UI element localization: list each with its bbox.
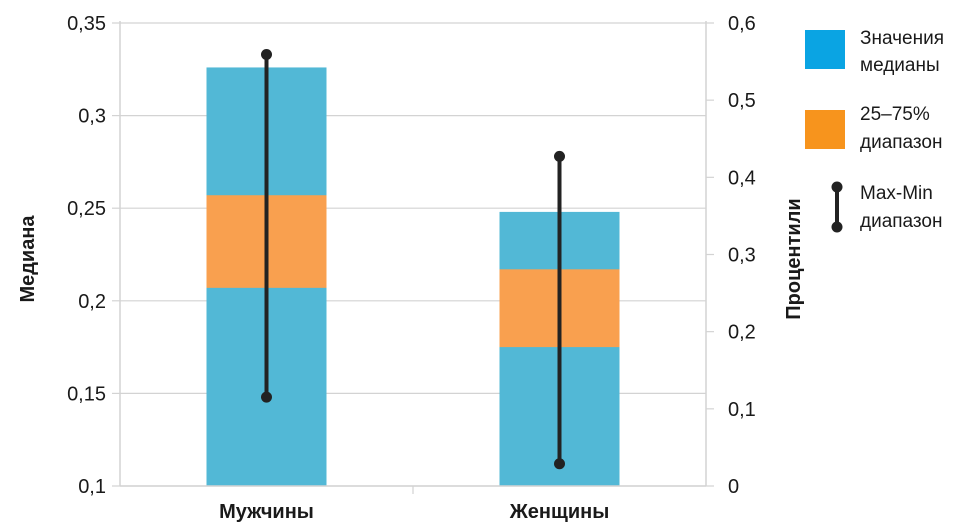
legend-iqr-line1: 25–75% (860, 104, 930, 125)
legend-range-line2: диапазон (860, 211, 942, 232)
legend: Значения медианы 25–75% диапазон Max-Min… (805, 28, 944, 233)
range-min-point (261, 391, 272, 403)
y-tick-label: 0,2 (78, 291, 106, 313)
legend-median-line1: Значения (860, 28, 944, 49)
y2-tick-label: 0,3 (728, 245, 756, 267)
y2-tick-label: 0,6 (728, 13, 756, 35)
legend-iqr-swatch (805, 110, 845, 149)
category-labels: Мужчины Женщины (219, 501, 609, 523)
y2-tick-label: 0,2 (728, 322, 756, 344)
range-max-point (261, 48, 272, 60)
y-tick-label: 0,1 (78, 476, 106, 498)
legend-median-swatch (805, 30, 845, 69)
range-min-point (554, 458, 565, 470)
legend-median-line2: медианы (860, 55, 940, 76)
y-tick-label: 0,35 (67, 13, 106, 35)
legend-iqr-line2: диапазон (860, 132, 942, 153)
category-label: Мужчины (219, 501, 314, 523)
left-tick-labels: 0,1 0,15 0,2 0,25 0,3 0,35 (67, 13, 106, 498)
y2-tick-label: 0 (728, 476, 739, 498)
axes-group (112, 21, 714, 494)
range-max-point (554, 150, 565, 162)
legend-range-line1: Max-Min (860, 183, 933, 204)
y2-axis-title: Процентили (783, 198, 805, 319)
y2-tick-label: 0,4 (728, 167, 756, 189)
y-tick-label: 0,25 (67, 198, 106, 220)
right-tick-labels: 0 0,1 0,2 0,3 0,4 0,5 0,6 (728, 13, 756, 498)
y2-tick-label: 0,5 (728, 90, 756, 112)
y-tick-label: 0,3 (78, 106, 106, 128)
y2-tick-label: 0,1 (728, 399, 756, 421)
bars-group (206, 48, 620, 487)
legend-range-marker (831, 181, 843, 233)
y-axis-title: Медиана (17, 215, 39, 303)
y-tick-label: 0,15 (67, 383, 106, 405)
category-label: Женщины (509, 501, 610, 523)
